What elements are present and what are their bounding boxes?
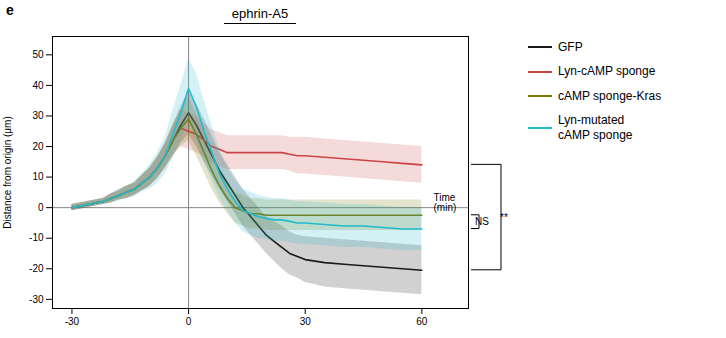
html-text:e: e bbox=[6, 2, 14, 18]
html-text:Lyn-mutated cAMP sponge: Lyn-mutated cAMP sponge bbox=[558, 113, 633, 142]
svg-text:-30: -30 bbox=[29, 294, 44, 305]
svg-text:NS: NS bbox=[475, 216, 489, 227]
svg-text:-30: -30 bbox=[65, 316, 80, 327]
html-text:Lyn-cAMP sponge: Lyn-cAMP sponge bbox=[558, 64, 656, 79]
html-text:GFP: GFP bbox=[558, 40, 583, 54]
svg-text:-20: -20 bbox=[29, 263, 44, 274]
svg-text:Distance from origin (μm): Distance from origin (μm) bbox=[2, 116, 13, 228]
svg-text:50: 50 bbox=[32, 49, 44, 60]
html-text:ephrin-A5: ephrin-A5 bbox=[231, 6, 289, 21]
svg-text:0: 0 bbox=[38, 202, 44, 213]
svg-text:-10: -10 bbox=[29, 232, 44, 243]
svg-text:Time(min): Time(min) bbox=[434, 192, 457, 213]
svg-text:40: 40 bbox=[32, 80, 44, 91]
svg-text:0: 0 bbox=[186, 316, 192, 327]
svg-text:30: 30 bbox=[300, 316, 312, 327]
svg-text:30: 30 bbox=[32, 110, 44, 121]
svg-text:20: 20 bbox=[32, 141, 44, 152]
html-text:cAMP sponge-Kras: cAMP sponge-Kras bbox=[558, 88, 662, 103]
svg-text:**: ** bbox=[500, 212, 508, 223]
svg-text:10: 10 bbox=[32, 171, 44, 182]
svg-text:60: 60 bbox=[416, 316, 428, 327]
